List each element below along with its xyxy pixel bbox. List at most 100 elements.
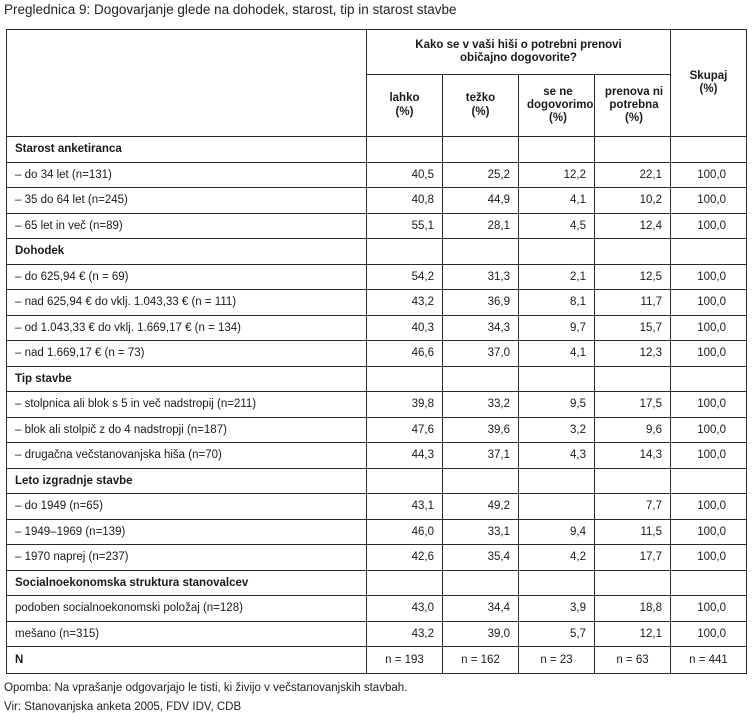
value-cell: n = 441 [670, 646, 747, 674]
value-cell: 46,0 [366, 518, 443, 545]
value-cell: 9,7 [518, 314, 595, 341]
row-label: N [6, 646, 367, 674]
value-cell: 9,6 [594, 416, 671, 443]
value-cell: 4,1 [518, 187, 595, 214]
value-cell: 17,7 [594, 544, 671, 571]
value-cell: 36,9 [442, 289, 519, 316]
value-cell: 39,0 [442, 620, 519, 647]
table-body: Starost anketiranca – do 34 let (n=131) 40… [6, 136, 747, 674]
value-cell: 11,7 [594, 289, 671, 316]
value-cell [366, 136, 443, 163]
table-row: – do 1949 (n=65) 43,1 49,2 7,7 100,0 [6, 493, 747, 520]
value-cell: 39,6 [442, 416, 519, 443]
header-col-lahko: lahko (%) [366, 74, 443, 137]
value-cell [594, 365, 671, 392]
table-row: – blok ali stolpič z do 4 nadstropji (n=… [6, 416, 747, 443]
row-label: – nad 1.669,17 € (n = 73) [6, 340, 367, 367]
table-row: – 1970 naprej (n=237) 42,6 35,4 4,2 17,7 100,… [6, 544, 747, 571]
value-cell: 28,1 [442, 212, 519, 239]
value-cell: 100,0 [670, 620, 747, 647]
value-cell [518, 493, 595, 520]
table-row: – do 34 let (n=131) 40,5 25,2 12,2 22,1 100,0 [6, 161, 747, 188]
value-cell [518, 238, 595, 265]
value-cell [670, 238, 747, 265]
value-cell: 43,1 [366, 493, 443, 520]
row-label: – 1949–1969 (n=139) [6, 518, 367, 545]
row-label: – do 1949 (n=65) [6, 493, 367, 520]
value-cell: 35,4 [442, 544, 519, 571]
section-label: Starost anketiranca [6, 136, 367, 163]
value-cell: 100,0 [670, 416, 747, 443]
value-cell [442, 238, 519, 265]
value-cell: 100,0 [670, 391, 747, 418]
value-cell: 39,8 [366, 391, 443, 418]
table-row: – stolpnica ali blok s 5 in več nadstrop… [6, 391, 747, 418]
value-cell: 100,0 [670, 544, 747, 571]
value-cell: 100,0 [670, 263, 747, 290]
value-cell: n = 23 [518, 646, 595, 674]
section-label: Socialnoekonomska struktura stanovalcev [6, 569, 367, 596]
value-cell: 25,2 [442, 161, 519, 188]
value-cell: 100,0 [670, 340, 747, 367]
value-cell: 4,2 [518, 544, 595, 571]
row-label: – stolpnica ali blok s 5 in več nadstrop… [6, 391, 367, 418]
value-cell: 55,1 [366, 212, 443, 239]
value-cell: 43,0 [366, 595, 443, 622]
row-label: – do 625,94 € (n = 69) [6, 263, 367, 290]
value-cell: 22,1 [594, 161, 671, 188]
row-label: podoben socialnoekonomski položaj (n=128… [6, 595, 367, 622]
value-cell: 12,4 [594, 212, 671, 239]
row-label: – 65 let in več (n=89) [6, 212, 367, 239]
value-cell: 43,2 [366, 620, 443, 647]
value-cell: 17,5 [594, 391, 671, 418]
value-cell [366, 238, 443, 265]
value-cell [442, 365, 519, 392]
value-cell: 100,0 [670, 518, 747, 545]
header-col-prenova-ni-potrebna: prenova ni potrebna (%) [594, 74, 671, 137]
table-row: – drugačna večstanovanjska hiša (n=70) 44… [6, 442, 747, 469]
table-row: – nad 1.669,17 € (n = 73) 46,6 37,0 4,1 12,3… [6, 340, 747, 367]
row-label: – blok ali stolpič z do 4 nadstropji (n=… [6, 416, 367, 443]
value-cell: 100,0 [670, 161, 747, 188]
value-cell: 33,2 [442, 391, 519, 418]
row-label: – drugačna večstanovanjska hiša (n=70) [6, 442, 367, 469]
value-cell [442, 136, 519, 163]
value-cell: 12,3 [594, 340, 671, 367]
value-cell: 43,2 [366, 289, 443, 316]
value-cell: 34,3 [442, 314, 519, 341]
value-cell [366, 365, 443, 392]
section-label: Tip stavbe [6, 365, 367, 392]
row-label: – nad 625,94 € do vklj. 1.043,33 € (n = … [6, 289, 367, 316]
value-cell [670, 136, 747, 163]
value-cell: 100,0 [670, 187, 747, 214]
value-cell: 42,6 [366, 544, 443, 571]
value-cell: 8,1 [518, 289, 595, 316]
row-label: – 1970 naprej (n=237) [6, 544, 367, 571]
section-row: Tip stavbe [6, 365, 747, 392]
table-row: – 35 do 64 let (n=245) 40,8 44,9 4,1 10,2 100… [6, 187, 747, 214]
table-notes: Opomba: Na vprašanje odgovarjajo le tist… [4, 679, 407, 717]
value-cell: 40,5 [366, 161, 443, 188]
value-cell: 15,7 [594, 314, 671, 341]
value-cell: 7,7 [594, 493, 671, 520]
row-label: – do 34 let (n=131) [6, 161, 367, 188]
value-cell: 9,4 [518, 518, 595, 545]
value-cell: 100,0 [670, 442, 747, 469]
value-cell: 49,2 [442, 493, 519, 520]
table-row: – 65 let in več (n=89) 55,1 28,1 4,5 12,4 100… [6, 212, 747, 239]
value-cell: 12,1 [594, 620, 671, 647]
table-row: podoben socialnoekonomski položaj (n=128… [6, 595, 747, 622]
header-question: Kako se v vaši hiši o potrebni prenovi o… [366, 29, 671, 75]
value-cell: 5,7 [518, 620, 595, 647]
value-cell: n = 162 [442, 646, 519, 674]
note-remark: Opomba: Na vprašanje odgovarjajo le tist… [4, 682, 408, 694]
value-cell: n = 193 [366, 646, 443, 674]
header-total: Skupaj (%) [670, 29, 747, 137]
value-cell [594, 136, 671, 163]
value-cell: 10,2 [594, 187, 671, 214]
value-cell [594, 238, 671, 265]
value-cell: 4,5 [518, 212, 595, 239]
value-cell: 54,2 [366, 263, 443, 290]
value-cell [518, 467, 595, 494]
